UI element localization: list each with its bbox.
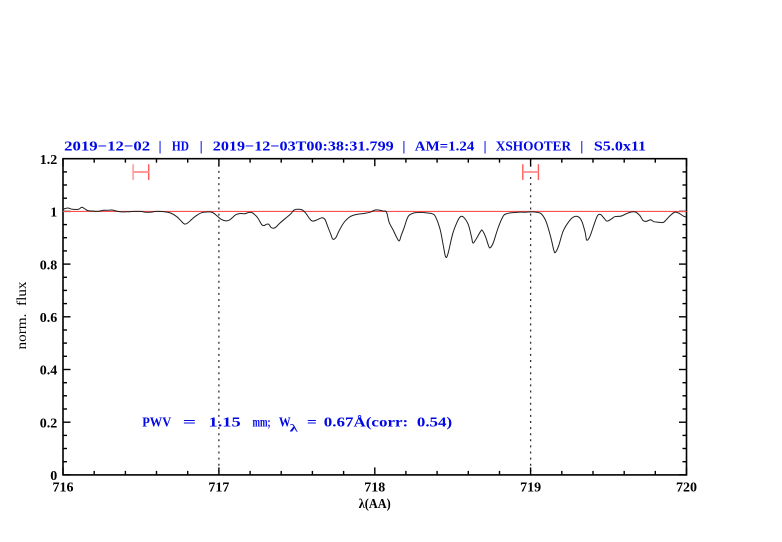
- svg-text:=: =: [307, 416, 317, 431]
- svg-text:720: 720: [676, 481, 697, 496]
- svg-text:2019−12−02: 2019−12−02: [64, 140, 150, 155]
- svg-text:718: 718: [364, 481, 385, 496]
- svg-text:1.15: 1.15: [209, 416, 241, 431]
- svg-text:|: |: [200, 140, 203, 155]
- svg-text:HD: HD: [172, 140, 189, 155]
- svg-text:XSHOOTER: XSHOOTER: [496, 140, 572, 155]
- svg-text:|: |: [159, 140, 162, 155]
- svg-text:2019−12−03T00:38:31.799: 2019−12−03T00:38:31.799: [213, 140, 394, 155]
- svg-text:0.54): 0.54): [417, 416, 453, 431]
- svg-text:AM=1.24: AM=1.24: [415, 140, 475, 155]
- svg-text:719: 719: [520, 481, 541, 496]
- svg-text:|: |: [580, 140, 583, 155]
- svg-text:1.2: 1.2: [40, 153, 58, 168]
- svg-text:λ(AA): λ(AA): [359, 497, 391, 512]
- svg-text:0.8: 0.8: [40, 258, 58, 273]
- svg-text:0.67Å(corr:: 0.67Å(corr:: [324, 415, 408, 431]
- svg-text:mm;: mm;: [253, 416, 271, 431]
- svg-text:|: |: [484, 140, 487, 155]
- svg-text:λ: λ: [290, 423, 300, 434]
- svg-text:0.4: 0.4: [40, 364, 58, 379]
- svg-text:PWV: PWV: [142, 416, 171, 431]
- svg-text:norm. flux: norm. flux: [15, 282, 30, 350]
- svg-text:0.6: 0.6: [40, 311, 58, 326]
- svg-text:0: 0: [50, 469, 57, 484]
- svg-text:W: W: [279, 416, 291, 431]
- svg-text:716: 716: [53, 481, 74, 496]
- svg-text:=: =: [183, 416, 196, 431]
- svg-text:0.2: 0.2: [40, 416, 58, 431]
- svg-text:S5.0x11: S5.0x11: [594, 140, 646, 155]
- svg-text:|: |: [402, 140, 405, 155]
- svg-text:1: 1: [50, 206, 57, 221]
- svg-text:717: 717: [208, 481, 229, 496]
